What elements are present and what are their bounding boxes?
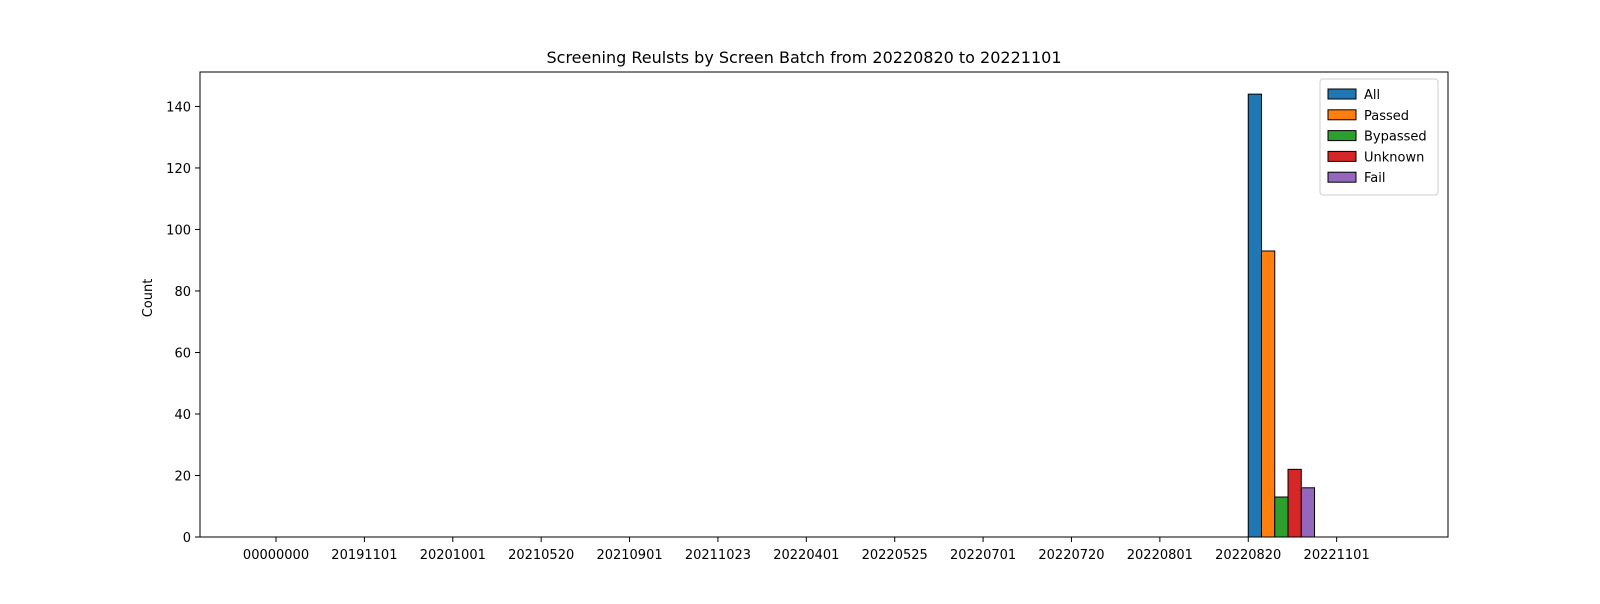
legend-label-unknown: Unknown — [1364, 150, 1424, 165]
x-tick-label: 00000000 — [243, 548, 309, 563]
y-tick-label: 80 — [174, 285, 191, 300]
y-axis-label: Count — [141, 279, 156, 318]
x-tick-label: 20210901 — [596, 548, 662, 563]
y-tick-label: 0 — [183, 531, 191, 546]
x-tick-label: 20210520 — [508, 548, 574, 563]
legend-swatch-all — [1327, 88, 1357, 100]
bar-fail — [1300, 487, 1316, 538]
x-tick-label: 20220525 — [862, 548, 928, 563]
x-tick-label: 20211023 — [685, 548, 751, 563]
x-tick-label: 20191101 — [331, 548, 397, 563]
y-tick-label: 120 — [166, 162, 191, 177]
legend-label-bypassed: Bypassed — [1364, 130, 1427, 145]
plot-frame — [199, 71, 1449, 538]
bar-passed — [1261, 250, 1276, 538]
x-tick-label: 20220820 — [1215, 548, 1281, 563]
legend-swatch-bypassed — [1327, 130, 1357, 142]
x-tick-label: 20220720 — [1038, 548, 1104, 563]
y-tick-label: 100 — [166, 223, 191, 238]
plot-area: 0 20 40 60 80 100 120 140 00000000 20191101 202010… — [166, 93, 1370, 563]
y-tick-label: 20 — [174, 469, 191, 484]
y-tick-label: 40 — [174, 408, 191, 423]
y-tick-label: 140 — [166, 100, 191, 115]
legend-swatch-fail — [1327, 171, 1357, 183]
x-tick-label: 20220801 — [1127, 548, 1193, 563]
legend: All Passed Bypassed Unknown Fail — [1319, 78, 1439, 196]
legend-label-all: All — [1364, 88, 1380, 103]
x-tick-label: 20221101 — [1304, 548, 1370, 563]
legend-box — [1319, 78, 1439, 196]
x-tick-label: 20220701 — [950, 548, 1016, 563]
x-tick-label: 20220401 — [773, 548, 839, 563]
legend-swatch-passed — [1327, 109, 1357, 121]
legend-swatch-unknown — [1327, 150, 1357, 162]
bar-unknown — [1287, 468, 1302, 538]
y-tick-label: 60 — [174, 346, 191, 361]
legend-label-passed: Passed — [1364, 109, 1409, 124]
bar-all — [1247, 93, 1263, 538]
x-tick-label: 20201001 — [420, 548, 486, 563]
bar-bypassed — [1274, 496, 1289, 538]
chart-title: Screening Reulsts by Screen Batch from 2… — [546, 48, 1061, 67]
legend-label-fail: Fail — [1364, 171, 1385, 186]
